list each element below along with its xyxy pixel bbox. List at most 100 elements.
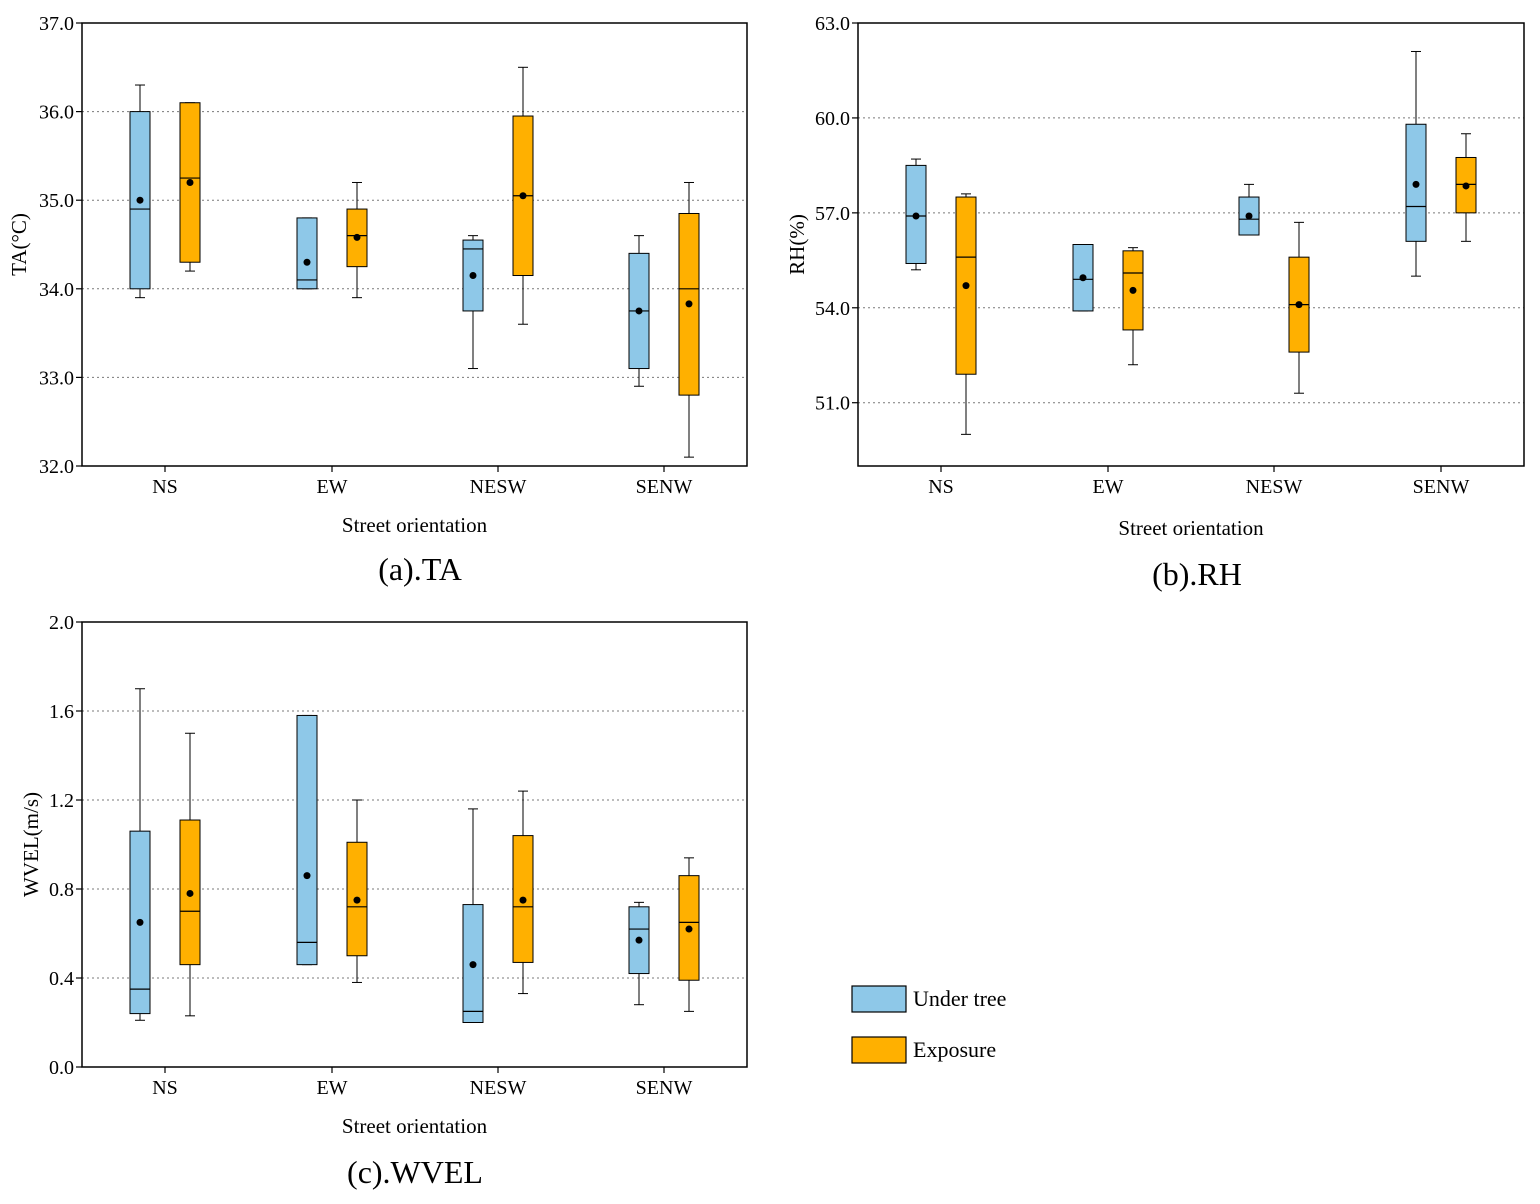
box-exposure-ew (346, 181, 368, 299)
box-exposure-nesw (512, 66, 534, 325)
y-axis-label: RH(%) (785, 214, 809, 275)
x-tick-label: EW (316, 476, 347, 498)
mean-marker (635, 936, 643, 944)
legend-swatch-under-tree (851, 985, 907, 1013)
box-under-tree-nesw (462, 235, 484, 370)
mean-marker (469, 961, 477, 969)
y-tick-label: 34.0 (39, 279, 74, 301)
mean-marker (685, 925, 693, 933)
mean-marker (1412, 180, 1420, 188)
box-exposure-senw (678, 181, 700, 458)
box-under-tree-ns (129, 688, 151, 1021)
y-tick-label: 63.0 (815, 13, 850, 35)
mean-marker (962, 282, 970, 290)
box-under-tree-nesw (1238, 183, 1260, 236)
plot-frame (81, 621, 748, 1068)
x-tick-label: NS (152, 476, 178, 498)
box-iqr (296, 714, 318, 966)
box-exposure-nesw (1288, 221, 1310, 394)
box-exposure-ns (955, 193, 977, 435)
mean-marker (685, 300, 693, 308)
y-tick-label: 2.0 (49, 612, 74, 634)
legend: Under tree Exposure (851, 985, 1006, 1064)
y-tick-label: 0.8 (49, 879, 74, 901)
mean-marker (635, 307, 643, 315)
y-tick-label: 0.4 (49, 968, 74, 990)
mean-marker (303, 258, 311, 266)
box-under-tree-nesw (462, 808, 484, 1024)
y-tick-label: 37.0 (39, 13, 74, 35)
box-under-tree-senw (628, 235, 650, 387)
box-exposure-senw (678, 857, 700, 1012)
y-tick-label: 35.0 (39, 190, 74, 212)
x-tick-label: SENW (636, 1077, 693, 1099)
mean-marker (1295, 301, 1303, 309)
box-exposure-ns (179, 102, 201, 272)
box-exposure-ew (1122, 247, 1144, 366)
x-axis-label: Street orientation (1118, 516, 1264, 540)
mean-marker (186, 178, 194, 186)
legend-swatch-exposure (851, 1036, 907, 1064)
x-tick-label: SENW (636, 476, 693, 498)
x-tick-label: NESW (470, 1077, 527, 1099)
y-tick-label: 60.0 (815, 108, 850, 130)
x-tick-label: NESW (470, 476, 527, 498)
box-iqr (296, 217, 318, 290)
y-tick-label: 32.0 (39, 456, 74, 478)
box-exposure-senw (1455, 133, 1477, 242)
box-under-tree-senw (628, 901, 650, 1006)
y-tick-label: 1.6 (49, 701, 74, 723)
mean-marker (136, 196, 144, 204)
mean-marker (186, 889, 194, 897)
box-under-tree-ew (296, 714, 318, 966)
box-under-tree-ew (296, 217, 318, 290)
mean-marker (1079, 274, 1087, 282)
legend-label-exposure: Exposure (913, 1037, 996, 1062)
mean-marker (912, 212, 920, 220)
mean-marker (519, 192, 527, 200)
y-tick-label: 51.0 (815, 393, 850, 415)
plot-frame (857, 22, 1525, 467)
mean-marker (469, 272, 477, 280)
box-exposure-nesw (512, 790, 534, 995)
y-tick-label: 0.0 (49, 1057, 74, 1079)
panel-b: 51.0 54.0 57.0 60.0 63.0 NS EW NESW SENW Street o… (785, 13, 1525, 592)
panel-caption: (b).RH (1152, 556, 1242, 592)
box-under-tree-ew (1072, 244, 1094, 312)
box-exposure-ns (179, 732, 201, 1017)
panel-caption: (c).WVEL (347, 1154, 483, 1190)
box-exposure-ew (346, 799, 368, 983)
mean-marker (353, 233, 361, 241)
box-under-tree-senw (1405, 50, 1427, 277)
y-axis-label: TA(°C) (7, 213, 31, 276)
x-tick-label: NS (152, 1077, 178, 1099)
y-tick-label: 36.0 (39, 102, 74, 124)
mean-marker (136, 918, 144, 926)
y-axis-label: WVEL(m/s) (19, 792, 43, 897)
y-tick-label: 57.0 (815, 203, 850, 225)
x-tick-label: EW (1092, 476, 1123, 498)
mean-marker (303, 872, 311, 880)
y-tick-label: 54.0 (815, 298, 850, 320)
mean-marker (1245, 212, 1253, 220)
x-tick-label: SENW (1413, 476, 1470, 498)
box-under-tree-ns (129, 84, 151, 299)
x-axis-label: Street orientation (342, 1114, 488, 1138)
x-tick-label: NESW (1246, 476, 1303, 498)
x-axis-label: Street orientation (342, 513, 488, 537)
y-tick-label: 1.2 (49, 790, 74, 812)
mean-marker (1462, 182, 1470, 190)
mean-marker (1129, 286, 1137, 294)
plot-frame (81, 22, 748, 467)
panel-c: 0.0 0.4 0.8 1.2 1.6 2.0 NS EW NESW SENW Street ori… (19, 612, 748, 1190)
box-under-tree-ns (905, 158, 927, 271)
x-tick-label: EW (316, 1077, 347, 1099)
y-tick-label: 33.0 (39, 367, 74, 389)
panel-caption: (a).TA (378, 551, 462, 587)
panel-a: 32.0 33.0 34.0 35.0 36.0 37.0 NS EW NESW SENW Stre… (7, 13, 748, 587)
mean-marker (353, 896, 361, 904)
mean-marker (519, 896, 527, 904)
legend-label-under-tree: Under tree (913, 986, 1006, 1011)
x-tick-label: NS (928, 476, 954, 498)
